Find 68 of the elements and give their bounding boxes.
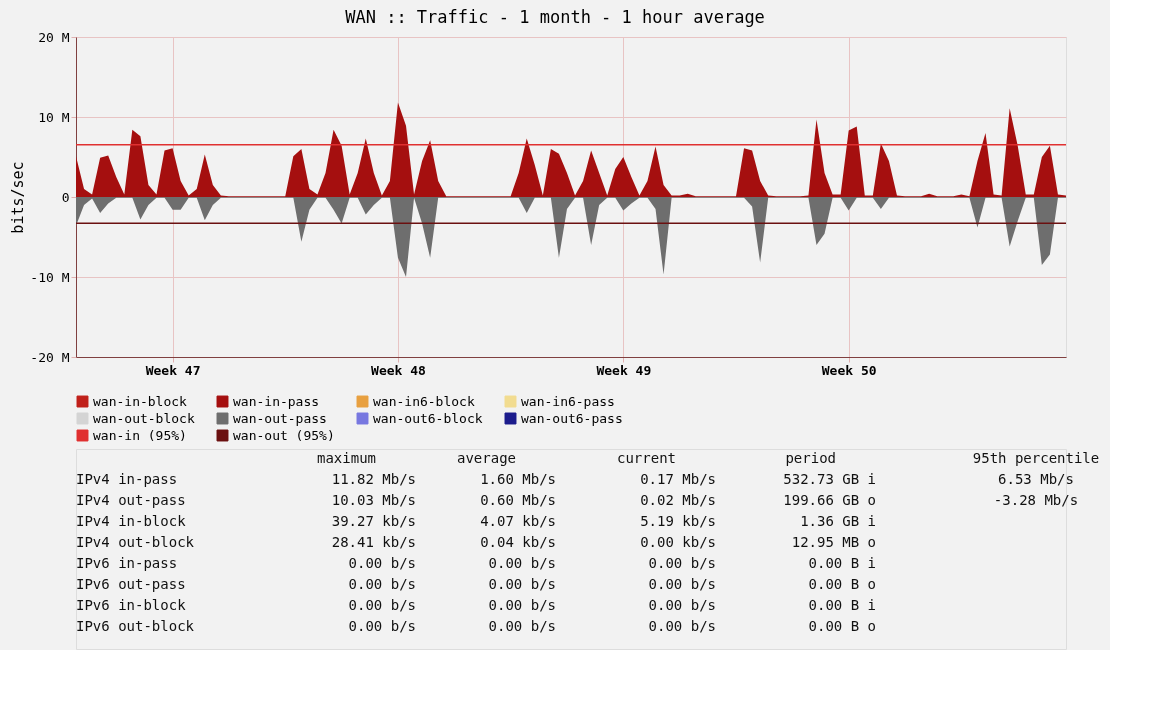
text: 6.53 Mb/s <box>998 471 1074 487</box>
legend-label: wan-in6-pass <box>521 393 615 409</box>
text: 0.00 B o <box>808 576 876 592</box>
text: 1.60 Mb/s <box>480 471 556 487</box>
text: 0.00 b/s <box>488 618 556 634</box>
text: 0.00 B i <box>808 555 876 571</box>
text: 0.00 b/s <box>648 576 716 592</box>
legend-label: wan-in (95%) <box>93 427 187 443</box>
legend-label: wan-in-pass <box>233 393 320 409</box>
y-tick-label: 10 M <box>38 109 70 125</box>
text: 1.36 GB i <box>800 513 876 529</box>
text: 10.03 Mb/s <box>331 492 416 508</box>
x-tick-label: Week 48 <box>371 362 427 378</box>
text: 0.00 b/s <box>348 597 416 613</box>
y-tick-label: 0 <box>61 189 70 205</box>
text: 0.00 b/s <box>488 576 556 592</box>
text: -3.28 Mb/s <box>993 492 1079 508</box>
x-tick-label: Week 47 <box>145 362 201 378</box>
legend-label: wan-out6-block <box>373 410 483 426</box>
x-tick-label: Week 49 <box>596 362 652 378</box>
x-tick-label: Week 50 <box>821 362 877 378</box>
legend-label: wan-out (95%) <box>233 427 335 443</box>
text: 0.00 b/s <box>648 555 716 571</box>
text: 0.17 Mb/s <box>640 471 716 487</box>
text: 0.00 B o <box>808 618 876 634</box>
text: IPv6 out-pass <box>76 576 186 592</box>
text: 0.00 b/s <box>488 555 556 571</box>
text: 0.02 Mb/s <box>640 492 716 508</box>
text: IPv4 in-block <box>76 513 187 529</box>
text: 95th percentile <box>972 450 1100 466</box>
text: IPv6 in-pass <box>76 555 178 571</box>
text: 532.73 GB i <box>783 471 876 487</box>
text: IPv4 out-pass <box>76 492 186 508</box>
text: 28.41 kb/s <box>331 534 416 550</box>
text: IPv6 in-block <box>76 597 187 613</box>
text: current <box>616 450 676 466</box>
text: 11.82 Mb/s <box>331 471 416 487</box>
legend-label: wan-in6-block <box>373 393 475 409</box>
text: 0.00 b/s <box>488 597 556 613</box>
text: 0.60 Mb/s <box>480 492 556 508</box>
text: 199.66 GB o <box>783 492 876 508</box>
text: 0.00 b/s <box>648 597 716 613</box>
text: period <box>785 450 836 466</box>
text: 0.00 b/s <box>348 555 416 571</box>
y-tick-label: -20 M <box>30 349 70 365</box>
legend-label: wan-in-block <box>93 393 188 409</box>
legend-label: wan-out-pass <box>233 410 327 426</box>
text: IPv6 out-block <box>76 618 195 634</box>
text: 0.04 kb/s <box>480 534 556 550</box>
y-tick-label: -10 M <box>30 269 70 285</box>
text: average <box>456 450 516 466</box>
text: 0.00 b/s <box>348 618 416 634</box>
legend-label: wan-out-block <box>93 410 195 426</box>
y-axis-title: bits/sec <box>9 161 28 234</box>
text: 0.00 b/s <box>648 618 716 634</box>
text: 12.95 MB o <box>791 534 876 550</box>
text: 0.00 kb/s <box>640 534 716 550</box>
legend-label: wan-out6-pass <box>521 410 623 426</box>
text: IPv4 out-block <box>76 534 195 550</box>
text: 0.00 B i <box>808 597 876 613</box>
y-tick-label: 20 M <box>38 29 70 45</box>
text: 4.07 kb/s <box>480 513 556 529</box>
text: IPv4 in-pass <box>76 471 178 487</box>
text: 0.00 b/s <box>348 576 416 592</box>
chart-title: WAN :: Traffic - 1 month - 1 hour average <box>345 6 765 27</box>
text: 39.27 kb/s <box>331 513 416 529</box>
text: maximum <box>316 450 376 466</box>
text: 5.19 kb/s <box>640 513 716 529</box>
